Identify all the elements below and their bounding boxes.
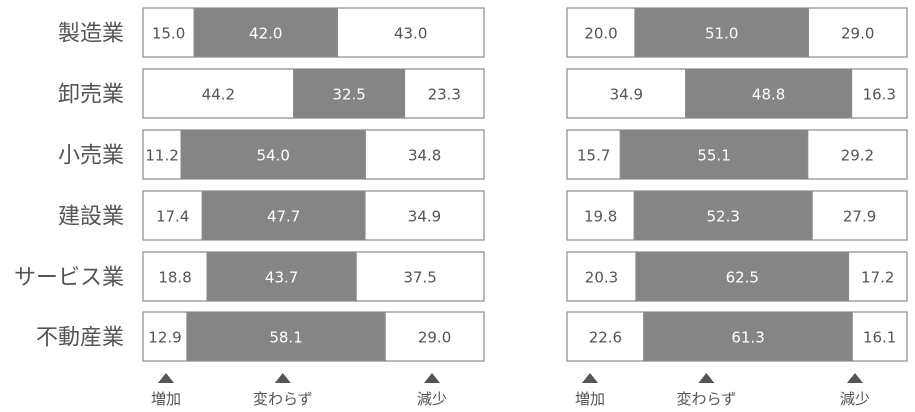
bar-segment-decrease [807, 129, 908, 180]
data-label-unchanged: 55.1 [697, 147, 730, 165]
data-label-increase: 12.9 [148, 329, 181, 347]
data-label-unchanged: 52.3 [707, 208, 740, 226]
data-label-decrease: 43.0 [394, 25, 427, 43]
data-label-increase: 19.8 [584, 208, 617, 226]
bar-segment-increase [566, 68, 687, 119]
data-label-unchanged: 48.8 [752, 86, 785, 104]
data-label-increase: 34.9 [610, 86, 643, 104]
triangle-marker-icon [274, 373, 291, 383]
category-label: サービス業 [14, 266, 124, 291]
bar-segment-increase [142, 7, 195, 58]
data-label-increase: 44.2 [202, 86, 235, 104]
triangle-marker-icon [424, 373, 440, 383]
data-label-decrease: 16.1 [863, 329, 896, 347]
data-label-increase: 15.0 [152, 25, 185, 43]
data-label-decrease: 34.8 [408, 147, 441, 165]
bar-segment-increase [566, 7, 636, 58]
bar-segment-decrease [850, 68, 908, 119]
bar-segment-decrease [364, 190, 485, 241]
triangle-marker-icon [582, 373, 598, 383]
data-label-unchanged: 32.5 [332, 86, 365, 104]
bar-segment-increase [566, 190, 635, 241]
data-label-unchanged: 47.7 [267, 208, 300, 226]
axis-legend-increase: 増加 [575, 390, 605, 408]
data-label-unchanged: 51.0 [705, 25, 738, 43]
bar-segment-unchanged [180, 129, 366, 180]
bar-segment-increase [142, 129, 182, 180]
category-label: 不動産業 [36, 326, 124, 351]
axis-legend-decrease: 減少 [417, 390, 447, 408]
bar-segment-decrease [807, 7, 908, 58]
bar-segment-unchanged [643, 311, 853, 362]
bar-segment-unchanged [193, 7, 338, 58]
data-label-unchanged: 54.0 [257, 147, 290, 165]
bar-segment-increase [566, 129, 621, 180]
bar-segment-unchanged [293, 68, 406, 119]
data-label-decrease: 34.9 [408, 208, 441, 226]
axis-legend-unchanged: 変わらず [253, 390, 313, 408]
triangle-marker-icon [158, 373, 174, 383]
data-label-decrease: 29.0 [418, 329, 451, 347]
bar-segment-decrease [336, 7, 485, 58]
bar-segment-unchanged [634, 7, 809, 58]
data-label-decrease: 27.9 [843, 208, 876, 226]
data-label-decrease: 29.0 [841, 25, 874, 43]
data-label-unchanged: 58.1 [269, 329, 302, 347]
data-label-unchanged: 42.0 [249, 25, 282, 43]
bar-segment-increase [142, 311, 188, 362]
data-label-increase: 22.6 [589, 329, 622, 347]
axis-legend-unchanged: 変わらず [677, 390, 737, 408]
data-label-increase: 15.7 [577, 147, 610, 165]
data-label-increase: 20.0 [584, 25, 617, 43]
data-label-increase: 17.4 [156, 208, 189, 226]
bar-segment-decrease [851, 311, 908, 362]
bar-segment-unchanged [206, 251, 357, 302]
data-label-increase: 18.8 [158, 269, 191, 287]
bar-segment-unchanged [685, 68, 853, 119]
bar-segment-decrease [403, 68, 485, 119]
bar-segment-decrease [847, 251, 908, 302]
bar-segment-decrease [811, 190, 908, 241]
bar-segment-increase [142, 251, 208, 302]
data-label-unchanged: 62.5 [726, 269, 759, 287]
data-label-increase: 20.3 [585, 269, 618, 287]
bar-segment-unchanged [633, 190, 813, 241]
bar-segment-unchanged [186, 311, 386, 362]
triangle-marker-icon [698, 373, 715, 383]
axis-legend-increase: 増加 [151, 390, 181, 408]
bar-segment-decrease [364, 129, 485, 180]
data-label-unchanged: 43.7 [265, 269, 298, 287]
category-label: 製造業 [58, 22, 124, 47]
data-label-decrease: 37.5 [403, 269, 436, 287]
data-label-unchanged: 61.3 [731, 329, 764, 347]
category-label: 卸売業 [58, 83, 124, 108]
bar-segment-decrease [384, 311, 485, 362]
data-label-decrease: 16.3 [863, 86, 896, 104]
data-label-decrease: 17.2 [861, 269, 894, 287]
category-label: 小売業 [58, 144, 124, 169]
bar-segment-decrease [355, 251, 485, 302]
axis-legend-decrease: 減少 [840, 390, 870, 408]
data-label-decrease: 29.2 [841, 147, 874, 165]
bar-segment-increase [566, 251, 637, 302]
bar-segment-increase [566, 311, 645, 362]
data-label-decrease: 23.3 [428, 86, 461, 104]
triangle-marker-icon [847, 373, 863, 383]
bar-segment-increase [142, 190, 203, 241]
data-label-increase: 11.2 [145, 147, 178, 165]
category-label: 建設業 [58, 205, 124, 230]
